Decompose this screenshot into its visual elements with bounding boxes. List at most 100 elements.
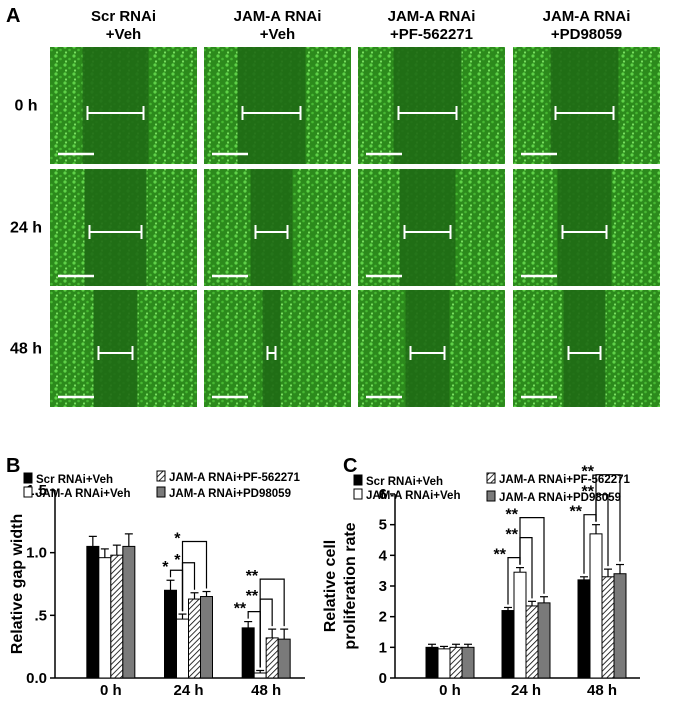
significance-label: ** [582,464,595,481]
bar [501,610,515,679]
row-label: 48 h [10,341,42,358]
wound-gap [262,290,281,407]
y-axis-label: Relative cell [322,540,339,633]
significance-label: ** [570,504,583,521]
column-header: JAM-A RNAi [388,8,476,25]
significance-label: ** [506,527,519,544]
legend-label: JAM-A RNAi+Veh [36,488,130,500]
bar [461,646,475,679]
bar [277,638,291,679]
bar [253,672,267,679]
bar [200,596,213,679]
legend-swatch [23,472,33,484]
column-header: JAM-A RNAi [234,8,322,25]
y-tick-label: 0.0 [26,670,47,687]
bar [241,627,255,679]
bar [188,598,201,679]
wound-gap [393,47,462,164]
significance-label: ** [234,601,247,618]
panel-label: A [6,5,20,27]
legend-label: JAM-A RNAi+PF-562271 [499,474,631,486]
legend-label: Scr RNAi+Veh [36,474,113,486]
chart-c: C Relative cell proliferation rate 0 1 2 3 4 5 6 0… [322,455,640,699]
bar [110,554,124,679]
bar [613,573,627,679]
wound-gap [250,169,293,286]
significance-label: * [174,552,181,569]
column-header: Scr RNAi [91,8,156,25]
wound-gap [563,290,606,407]
legend-label: JAM-A RNAi+Veh [366,490,460,502]
bar [601,576,615,679]
bar [176,618,189,679]
bar [425,646,439,679]
bar [98,557,112,679]
legend-swatch [156,470,166,482]
significance-label: * [174,531,181,548]
significance-label: * [162,559,169,576]
panel-label: B [6,455,20,477]
x-tick-label: 48 h [251,682,281,699]
legend-swatch [156,486,166,498]
legend-swatch [353,474,363,486]
x-tick-label: 24 h [173,682,203,699]
x-tick-label: 24 h [511,682,541,699]
y-tick-label: 4 [379,547,388,564]
bar [537,602,551,679]
significance-bracket [259,578,285,668]
x-tick-label: 0 h [439,682,461,699]
x-tick-label: 48 h [587,682,617,699]
column-header: +PF-562271 [390,26,473,43]
legend-label: JAM-A RNAi+PD98059 [169,488,291,500]
significance-label: ** [246,568,259,585]
bar [449,646,463,679]
wound-gap [550,47,619,164]
significance-label: ** [494,547,507,564]
wound-gap [405,290,450,407]
row-label: 24 h [10,220,42,237]
bar [265,637,279,679]
column-header: +Veh [106,26,141,43]
x-tick-label: 0 h [100,682,122,699]
wound-gap [84,169,147,286]
bar [86,545,100,679]
row-label: 0 h [14,98,37,115]
y-axis-label: proliferation rate [342,522,359,649]
wound-gap [93,290,138,407]
bar [122,545,136,679]
legend-swatch [353,488,363,500]
significance-bracket [519,517,545,594]
y-tick-label: 5 [379,517,387,534]
panel-label: C [343,455,357,477]
wound-gap [557,169,612,286]
y-tick-label: 1 [379,639,387,656]
bar [513,571,527,679]
wound-gap [82,47,149,164]
legend-swatch [23,486,33,498]
column-header: JAM-A RNAi [543,8,631,25]
bar [577,579,591,679]
significance-label: ** [506,507,519,524]
column-header: +Veh [260,26,295,43]
bar [589,533,603,679]
y-tick-label: 6 [379,486,387,503]
legend-swatch [486,472,496,484]
bar [164,589,177,679]
significance-label: ** [582,484,595,501]
legend-swatch [486,490,496,502]
legend-label: Scr RNAi+Veh [366,476,443,488]
significance-bracket [595,474,621,562]
significance-label: ** [246,588,259,605]
column-header: +PD98059 [551,26,622,43]
y-tick-label: 3 [379,578,387,595]
bar [525,605,539,679]
y-tick-label: .5 [34,607,47,624]
wound-gap [399,169,456,286]
legend-label: JAM-A RNAi+PD98059 [499,492,621,504]
y-tick-label: 1.0 [26,545,47,562]
significance-bracket [181,540,208,612]
